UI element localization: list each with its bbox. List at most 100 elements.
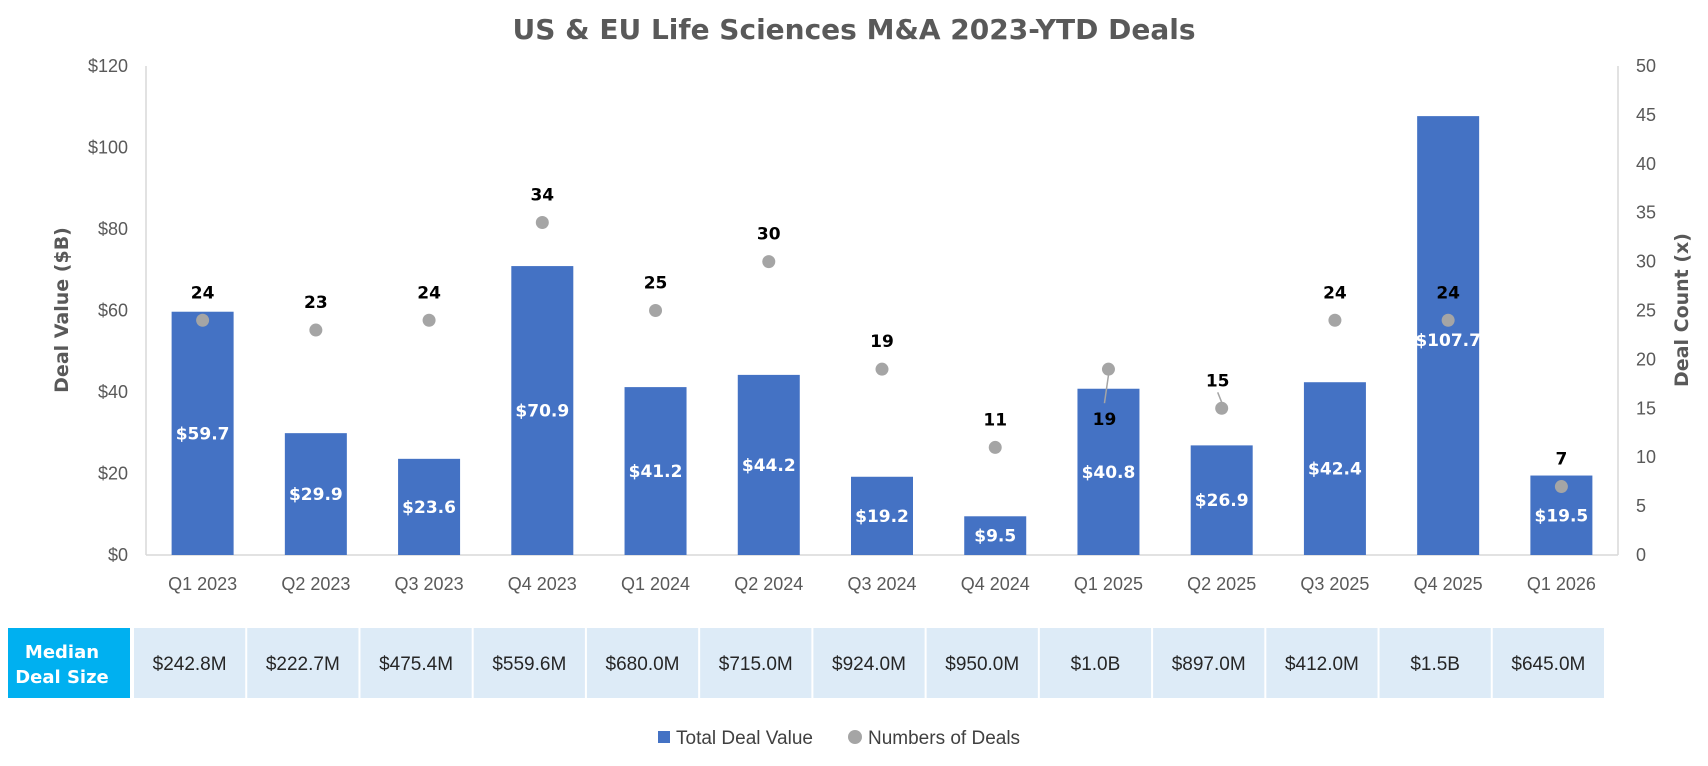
median-cell-bg xyxy=(700,628,812,698)
median-deal-size-value: $222.7M xyxy=(266,654,340,675)
y-tick-label: $20 xyxy=(98,464,128,484)
x-tick-label: Q2 2025 xyxy=(1187,574,1256,594)
bar xyxy=(737,374,800,555)
x-tick-label: Q2 2024 xyxy=(734,574,803,594)
x-tick-label: Q1 2023 xyxy=(168,574,237,594)
deal-count-dot xyxy=(1554,480,1568,494)
median-deal-size-value: $680.0M xyxy=(606,654,680,675)
y-ticks: $0 $20 $40 $60 $80 $100 $120 xyxy=(88,56,128,565)
median-cell-bg xyxy=(247,628,359,698)
median-cell-bg xyxy=(926,628,1038,698)
y2-tick-label: 10 xyxy=(1636,447,1656,467)
y2-tick-label: 25 xyxy=(1636,301,1656,321)
x-tick-label: Q4 2025 xyxy=(1414,574,1483,594)
median-deal-size-value: $1.0B xyxy=(1071,654,1121,675)
deal-count-label: 15 xyxy=(1206,371,1230,391)
deal-count-dot xyxy=(196,313,210,327)
deal-count-label: 24 xyxy=(1436,283,1460,303)
legend-numbers-of-deals: Numbers of Deals xyxy=(868,728,1020,749)
y2-tick-label: 30 xyxy=(1636,252,1656,272)
median-table: Median Deal Size $242.8M $222.7M $475.4M $5… xyxy=(8,628,1604,698)
leader-line xyxy=(1103,375,1110,404)
legend-total-deal-value: Total Deal Value xyxy=(676,728,813,749)
bar xyxy=(284,433,347,555)
bar xyxy=(964,516,1027,555)
x-tick-label: Q1 2025 xyxy=(1074,574,1143,594)
bar-value-label: $26.9 xyxy=(1195,491,1249,511)
bar xyxy=(1417,116,1480,555)
deal-count-label: 34 xyxy=(530,185,554,205)
bar-value-label: $44.2 xyxy=(742,456,796,476)
median-cell-bg xyxy=(586,628,699,698)
median-deal-size-value: $924.0M xyxy=(832,654,906,675)
median-cell-bg xyxy=(1039,628,1152,698)
y-axis-title: Deal Value ($B) xyxy=(51,227,73,393)
x-ticks: Q1 2023 Q2 2023 Q3 2023 Q4 2023 Q1 2024 Q2 20… xyxy=(168,574,1596,594)
bar xyxy=(1190,445,1253,555)
y-tick-label: $60 xyxy=(98,301,128,321)
legend: Total Deal Value Numbers of Deals xyxy=(658,728,1020,749)
deal-count-dot xyxy=(988,440,1002,454)
y-tick-label: $100 xyxy=(88,138,128,158)
median-deal-size-value: $1.5B xyxy=(1410,654,1460,675)
y-tick-label: $120 xyxy=(88,56,128,76)
deal-count-dot xyxy=(1441,313,1455,327)
bar-labels: $59.7 $29.9 $23.6 $70.9 $41.2 $44.2 $19.2 $9.5 $… xyxy=(176,331,1589,547)
deal-count-dot xyxy=(762,255,776,269)
median-deal-size-value: $412.0M xyxy=(1285,654,1359,675)
median-cell-bg xyxy=(473,628,585,698)
y2-tick-label: 15 xyxy=(1636,398,1656,418)
deal-count-label: 24 xyxy=(417,283,441,303)
deal-count-dot xyxy=(422,313,436,327)
x-tick-label: Q1 2024 xyxy=(621,574,690,594)
median-header-line-2: Deal Size xyxy=(15,667,109,688)
median-cell-bg xyxy=(360,628,472,698)
deal-count-dot xyxy=(649,304,663,317)
median-deal-size-value: $475.4M xyxy=(379,654,453,675)
x-tick-label: Q3 2024 xyxy=(847,574,916,594)
median-cell-bg xyxy=(1379,628,1491,698)
bar-value-label: $23.6 xyxy=(402,498,456,518)
median-cell-bg xyxy=(1153,628,1265,698)
deal-count-label: 23 xyxy=(304,293,328,313)
leader-line xyxy=(1216,392,1223,403)
bar-value-label: $9.5 xyxy=(974,527,1016,547)
y2-axis-title: Deal Count (x) xyxy=(1671,233,1693,387)
deal-count-label: 30 xyxy=(757,225,781,245)
bar xyxy=(1303,382,1366,555)
y-tick-label: $40 xyxy=(98,382,128,402)
median-cell-bg xyxy=(813,628,925,698)
deal-count-label: 24 xyxy=(191,283,215,303)
x-tick-label: Q4 2024 xyxy=(961,574,1030,594)
bar xyxy=(398,458,461,555)
median-cell-bg xyxy=(134,628,246,698)
y2-tick-label: 45 xyxy=(1636,105,1656,125)
legend-dot-swatch-icon xyxy=(848,730,862,744)
median-cells: $242.8M $222.7M $475.4M $559.6M $680.0M $715.… xyxy=(134,628,1604,698)
x-tick-label: Q3 2025 xyxy=(1300,574,1369,594)
median-header-cell xyxy=(8,628,130,698)
y2-ticks: 0 5 10 15 20 25 30 35 40 45 50 xyxy=(1636,56,1656,565)
x-tick-label: Q4 2023 xyxy=(508,574,577,594)
leader-lines xyxy=(1103,375,1223,404)
median-header-line-1: Median xyxy=(25,642,99,663)
bar xyxy=(1077,388,1140,555)
bar-value-label: $107.7 xyxy=(1415,331,1481,351)
y-tick-label: $80 xyxy=(98,219,128,239)
bar-value-label: $19.5 xyxy=(1534,506,1588,526)
median-cell-bg xyxy=(1492,628,1604,698)
bar xyxy=(624,387,687,555)
deal-count-label: 25 xyxy=(644,274,668,294)
bar-value-label: $19.2 xyxy=(855,507,909,527)
y2-tick-label: 0 xyxy=(1636,545,1646,565)
deal-count-label: 19 xyxy=(1093,410,1117,430)
bar-value-label: $70.9 xyxy=(515,402,569,422)
y2-tick-label: 40 xyxy=(1636,154,1656,174)
y2-tick-label: 20 xyxy=(1636,349,1656,369)
chart-title: US & EU Life Sciences M&A 2023-YTD Deals xyxy=(513,13,1196,46)
x-tick-label: Q2 2023 xyxy=(281,574,350,594)
count-labels: 24 23 24 34 25 30 19 11 19 15 24 24 7 xyxy=(191,185,1568,469)
y2-tick-label: 5 xyxy=(1636,496,1646,516)
median-deal-size-value: $897.0M xyxy=(1172,654,1246,675)
